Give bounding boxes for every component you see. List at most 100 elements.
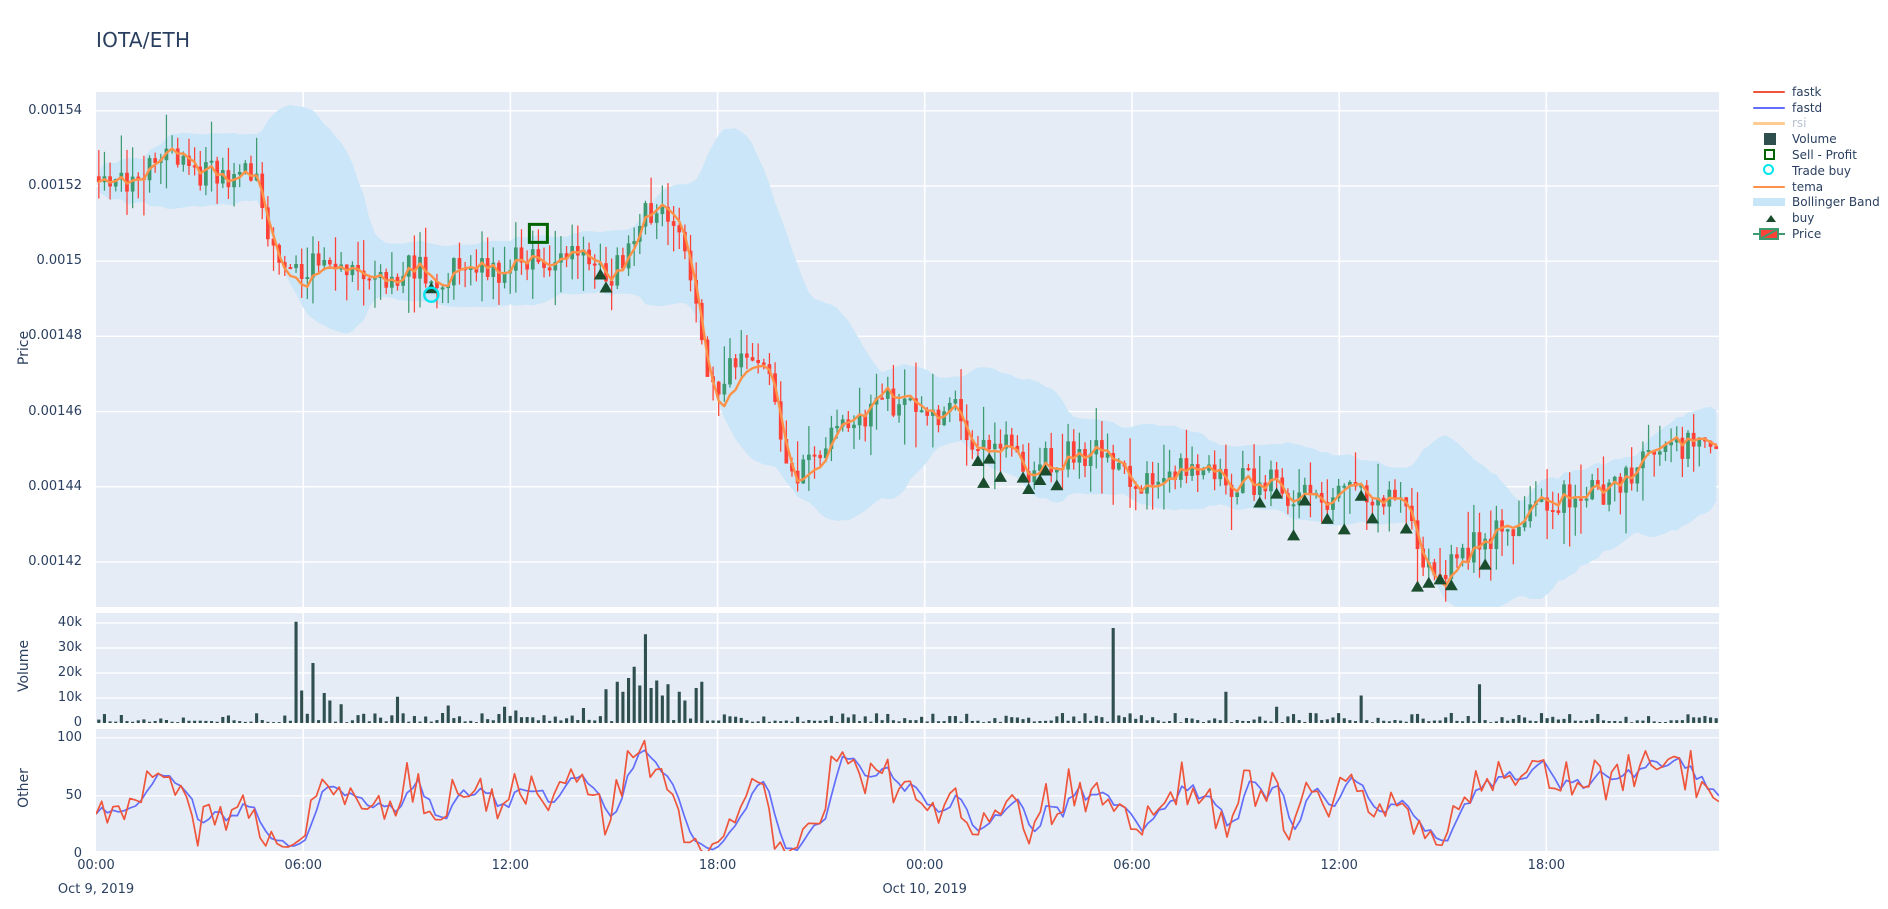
- volume-bar: [503, 706, 507, 723]
- legend-triangle-up-icon: [1752, 211, 1786, 225]
- volume-bar: [1427, 721, 1431, 723]
- volume-bar: [739, 717, 743, 723]
- volume-bar: [1320, 720, 1324, 723]
- buy-marker: [1298, 494, 1312, 506]
- candle-body: [869, 403, 873, 427]
- candle-body: [1607, 482, 1611, 505]
- legend-item-price[interactable]: Price: [1752, 226, 1888, 242]
- other-y-tick: 50: [65, 787, 82, 803]
- volume-bar: [993, 718, 997, 723]
- volume-bar: [435, 720, 439, 723]
- volume-bar: [136, 720, 140, 723]
- volume-bar: [976, 720, 980, 723]
- volume-bar: [1055, 716, 1059, 723]
- buy-marker: [1411, 580, 1425, 592]
- candle-body: [1370, 501, 1375, 506]
- candle-body: [1116, 462, 1121, 470]
- volume-bar: [1472, 721, 1476, 723]
- volume-bar: [1235, 719, 1239, 723]
- candle-body: [1584, 498, 1589, 501]
- legend-item-trade-buy[interactable]: Trade buy: [1752, 163, 1888, 179]
- volume-bar: [193, 720, 197, 723]
- volume-bar: [1556, 719, 1560, 723]
- volume-bar: [626, 678, 631, 723]
- volume-bar: [131, 721, 135, 723]
- candle-body: [716, 381, 721, 395]
- volume-bar: [621, 691, 625, 723]
- volume-bar: [1601, 720, 1606, 723]
- volume-bar: [1032, 721, 1036, 723]
- volume-bar: [801, 721, 805, 723]
- volume-bar: [255, 713, 259, 723]
- volume-bar: [1348, 720, 1352, 723]
- candle-body: [1325, 501, 1330, 510]
- volume-bar: [1342, 718, 1346, 723]
- candle-body: [761, 362, 766, 365]
- legend-item-bollinger-band[interactable]: Bollinger Band: [1752, 195, 1888, 211]
- candle-body: [418, 256, 422, 279]
- x-axis-tick: 18:00: [1527, 858, 1566, 873]
- volume-bar: [604, 689, 608, 723]
- volume-bar: [869, 721, 873, 723]
- x-axis-tick: 00:00: [77, 858, 115, 873]
- volume-axis-title: Volume: [16, 639, 32, 693]
- volume-bar: [1551, 716, 1555, 723]
- volume-bar: [936, 721, 941, 723]
- candle-body: [728, 358, 732, 385]
- legend-item-fastk[interactable]: fastk: [1752, 84, 1888, 100]
- legend-square-swatch-icon: [1752, 132, 1786, 146]
- legend-open-circle-icon: [1752, 163, 1786, 178]
- price-y-tick: 0.00144: [28, 478, 82, 494]
- volume-bar: [1630, 722, 1634, 723]
- candle-body: [818, 454, 823, 459]
- volume-bar: [204, 720, 208, 723]
- volume-bar: [288, 720, 292, 723]
- legend-label: fastk: [1792, 84, 1822, 99]
- volume-bar: [1387, 721, 1391, 723]
- volume-y-tick: 30k: [57, 640, 82, 655]
- candle-body: [209, 160, 214, 163]
- volume-bar: [1494, 721, 1498, 723]
- legend-item-rsi[interactable]: rsi: [1752, 116, 1888, 132]
- volume-bar: [1596, 714, 1600, 723]
- volume-bar: [773, 720, 777, 723]
- price-y-tick: 0.00148: [28, 328, 82, 344]
- volume-bar: [390, 715, 394, 723]
- volume-bar: [1562, 718, 1566, 723]
- candle-body: [153, 158, 158, 163]
- legend-item-tema[interactable]: tema: [1752, 179, 1888, 195]
- candle-body: [677, 225, 682, 233]
- chart-legend[interactable]: fastk fastd rsi Volume Sell - Profit Trade bu…: [1752, 84, 1888, 242]
- volume-bar: [441, 713, 445, 723]
- legend-label: Volume: [1792, 132, 1837, 147]
- volume-bar: [790, 721, 794, 723]
- legend-item-fastd[interactable]: fastd: [1752, 100, 1888, 116]
- volume-bar: [998, 721, 1003, 723]
- volume-bar: [486, 719, 490, 723]
- candle-body: [412, 255, 417, 279]
- candle-body: [733, 358, 738, 368]
- candle-body: [519, 247, 524, 263]
- volume-bar: [232, 720, 236, 723]
- volume-bar: [570, 715, 574, 723]
- volume-bar: [412, 715, 416, 723]
- volume-bar: [108, 721, 112, 723]
- price-y-tick: 0.0015: [36, 253, 83, 269]
- legend-label: fastd: [1792, 100, 1823, 115]
- candle-body: [547, 267, 552, 271]
- volume-bar: [987, 721, 991, 723]
- volume-bar: [1359, 695, 1363, 723]
- candle-body: [1274, 469, 1279, 479]
- volume-bar: [317, 720, 321, 723]
- legend-item-sell-profit[interactable]: Sell - Profit: [1752, 147, 1888, 163]
- legend-item-volume[interactable]: Volume: [1752, 131, 1888, 147]
- candle-body: [440, 287, 445, 290]
- legend-item-buy[interactable]: buy: [1752, 210, 1888, 226]
- volume-bar: [497, 714, 501, 723]
- volume-bar: [339, 704, 343, 723]
- buy-marker: [971, 454, 985, 467]
- bollinger-band-area: [98, 104, 1717, 607]
- volume-bar: [903, 718, 907, 723]
- candle-body: [113, 179, 118, 187]
- volume-bar: [1151, 717, 1155, 723]
